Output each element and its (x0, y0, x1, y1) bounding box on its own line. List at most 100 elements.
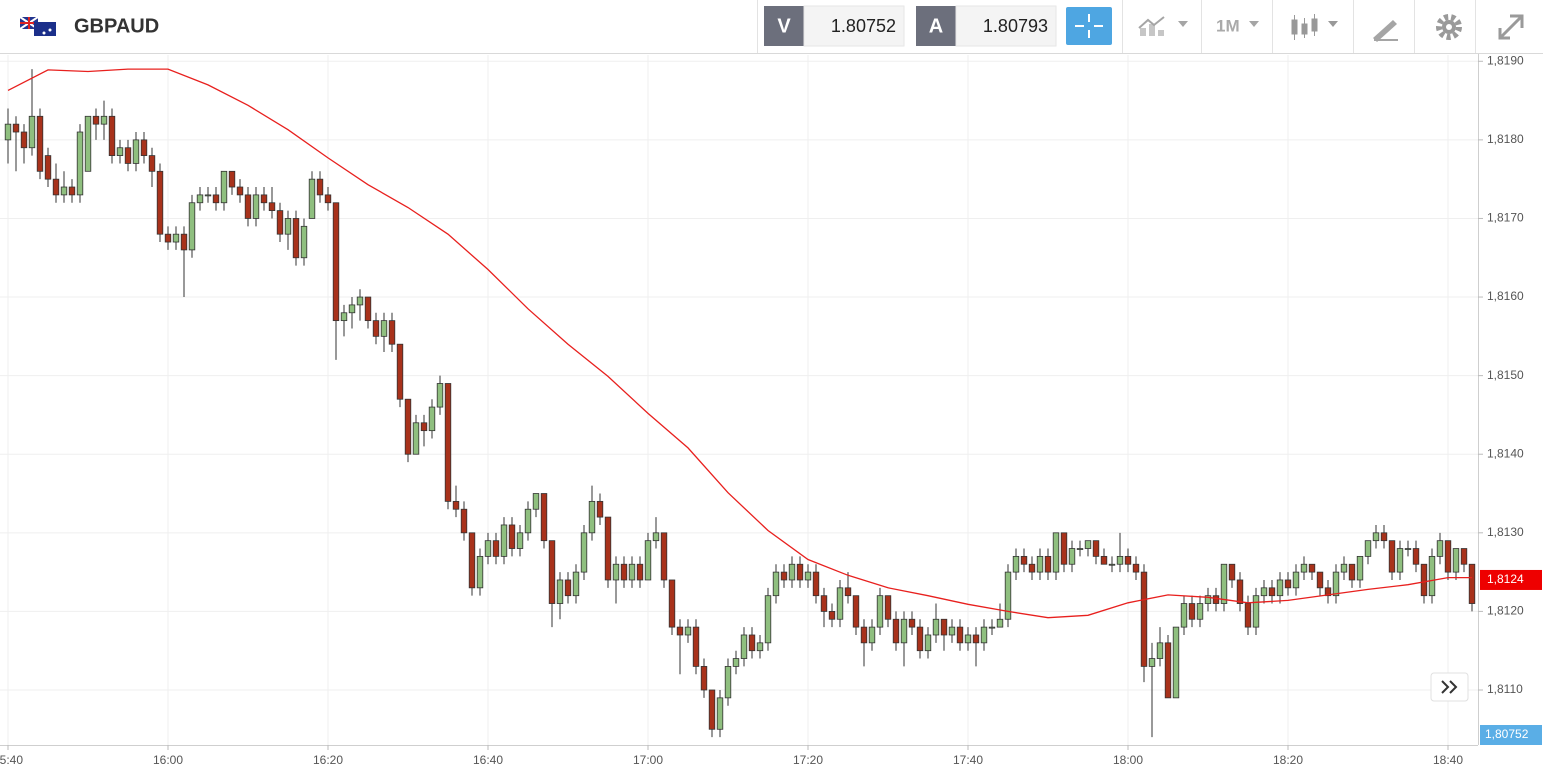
candle-body (892, 618, 900, 644)
candle-body (428, 406, 436, 432)
candle-body (1156, 642, 1164, 659)
y-tick-label: 1,8160 (1487, 289, 1524, 303)
candle-body (1228, 563, 1236, 581)
candle-body (636, 563, 644, 581)
buy-price[interactable]: 1.80793 (983, 16, 1048, 36)
candle-body (1468, 563, 1476, 604)
x-tick-label: 17:00 (633, 753, 663, 767)
candle-body (236, 186, 244, 196)
candle-body (1420, 563, 1428, 597)
candle-body (332, 202, 340, 322)
candle-body (1220, 563, 1228, 604)
candle-body (988, 626, 996, 629)
candle-body (804, 571, 812, 581)
candle-body (1060, 532, 1068, 565)
candle-body (1132, 563, 1140, 573)
candle-body (996, 618, 1004, 628)
candle-body (1148, 658, 1156, 667)
candle-body (260, 194, 268, 204)
candle-body (1316, 571, 1324, 589)
candle-body (700, 666, 708, 691)
candle-body (1276, 579, 1284, 597)
candle-body (1180, 603, 1188, 628)
candle-body (460, 508, 468, 534)
candle-body (204, 194, 212, 197)
candle-body (1172, 626, 1180, 699)
candle-body (1372, 532, 1380, 542)
candle-body (1260, 587, 1268, 597)
candle-body (836, 587, 844, 620)
crosshair-button[interactable] (1066, 7, 1112, 45)
buy-label[interactable]: A (929, 15, 943, 37)
candle-body (316, 178, 324, 196)
x-tick-label: 18:00 (1113, 753, 1143, 767)
candle-body (380, 320, 388, 337)
candle-body (1340, 563, 1348, 573)
candle-body (28, 115, 36, 149)
candle-body (12, 123, 20, 133)
candle-body (1116, 555, 1124, 565)
candle-body (1244, 603, 1252, 628)
draw-tool-button[interactable] (1373, 20, 1398, 42)
candle-body (436, 383, 444, 408)
candle-body (196, 194, 204, 204)
sell-button[interactable] (764, 6, 804, 46)
candle-body (564, 579, 572, 597)
candle-body (868, 626, 876, 644)
candle-body (1308, 563, 1316, 573)
candle-body (908, 618, 916, 628)
sell-price-box[interactable] (803, 5, 905, 47)
scroll-button[interactable] (1430, 672, 1469, 702)
candle-body (1284, 579, 1292, 589)
timeframe[interactable]: 1M (1216, 16, 1240, 35)
sell-price[interactable]: 1.80752 (831, 16, 896, 36)
y-tick-label: 1,8170 (1487, 211, 1524, 225)
candle-body (900, 618, 908, 644)
candle-body (876, 595, 884, 628)
candle-body (452, 500, 460, 510)
candle-body (1236, 579, 1244, 604)
chart-type-button[interactable] (1138, 16, 1188, 36)
candle-body (676, 626, 684, 636)
candle-body (860, 626, 868, 644)
candle-body (1092, 540, 1100, 557)
candle-body (364, 296, 372, 322)
fullscreen-button[interactable] (1498, 14, 1524, 40)
candle-body (156, 170, 164, 235)
sell-label[interactable]: V (777, 15, 791, 37)
candle-body (284, 218, 292, 235)
candle-body (684, 626, 692, 636)
flag (19, 16, 56, 36)
candle-body (812, 571, 820, 597)
candle-body (1460, 548, 1468, 565)
settings-button[interactable] (1436, 14, 1462, 40)
candle-body (308, 178, 316, 219)
candle-body (628, 563, 636, 581)
candle-body (1028, 563, 1036, 573)
buy-button[interactable] (916, 6, 956, 46)
candle-body (1212, 595, 1220, 604)
timeframe-arrow[interactable] (1249, 21, 1259, 27)
candle-body (1380, 532, 1388, 542)
candle-body (852, 595, 860, 628)
candle-body (1044, 555, 1052, 573)
candle-body (356, 296, 364, 306)
candle-body (972, 634, 980, 644)
candle-body (884, 595, 892, 620)
candle-body (612, 563, 620, 581)
candle-body (772, 571, 780, 597)
candle-body (1444, 540, 1452, 573)
candle-body (556, 579, 564, 604)
candle-body (188, 202, 196, 251)
buy-price-box[interactable] (955, 5, 1057, 47)
candle-body (396, 343, 404, 400)
candle-body (84, 115, 92, 172)
candle-body (828, 611, 836, 620)
candle-body (756, 642, 764, 652)
candle-style-button[interactable] (1291, 14, 1338, 40)
candle-body (244, 194, 252, 219)
candle-body (732, 658, 740, 667)
candle-body (268, 202, 276, 212)
